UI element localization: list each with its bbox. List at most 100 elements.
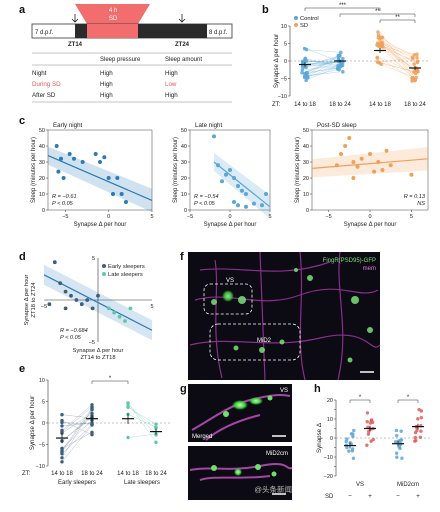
- significance-marker: ***: [339, 3, 347, 9]
- x-tick-label: 14 to 18: [294, 102, 316, 108]
- data-point: [376, 33, 381, 37]
- y-tick-label: 40: [39, 144, 45, 150]
- data-point: [376, 160, 381, 164]
- data-point: [351, 432, 355, 436]
- data-point: [240, 188, 244, 193]
- paired-line: [61, 422, 93, 427]
- data-point: [351, 160, 356, 164]
- y-tick-label: −5: [281, 77, 287, 83]
- paired-line: [304, 71, 341, 77]
- paired-line: [304, 61, 341, 68]
- data-point: [336, 57, 341, 61]
- y-axis-label: Synapse Δ per hour: [24, 274, 30, 325]
- data-point: [395, 455, 399, 459]
- significance-bracket: [397, 399, 419, 403]
- sd-row-value: −: [348, 493, 352, 500]
- regression-line: [311, 158, 429, 169]
- chart-e: −10 −5 0 5 10 Synapse Δ per hour ZT: 14 to 18 18…: [22, 376, 170, 486]
- data-point: [60, 452, 64, 456]
- x-tick-label: 18 to 24: [81, 471, 103, 477]
- stat-label: P < 0.05: [52, 201, 74, 207]
- y-axis-label: Synapse Δ: [316, 423, 323, 453]
- paired-line: [379, 57, 416, 74]
- paired-line: [61, 432, 93, 449]
- panel-letter-f: f: [180, 251, 184, 263]
- x-tick-label: 0: [228, 214, 231, 220]
- x-axis-label: ZT14 to ZT18: [80, 355, 115, 361]
- panel-letters: a b c d e f g h: [19, 4, 321, 395]
- y-axis-label: ZT18 to ZT24: [31, 282, 37, 318]
- paired-line: [304, 65, 341, 79]
- paired-line: [304, 61, 341, 67]
- data-point: [154, 425, 158, 429]
- x-tick-label: 18 to 24: [145, 471, 167, 477]
- significance-marker: **: [375, 9, 380, 15]
- data-point: [355, 164, 360, 169]
- paired-line: [127, 402, 157, 443]
- y-tick-label: 50: [181, 128, 187, 134]
- data-point: [398, 446, 402, 451]
- data-point-early: [90, 306, 95, 311]
- data-point: [60, 418, 64, 423]
- table-row-amount: Low: [165, 81, 177, 88]
- data-point: [106, 176, 111, 180]
- confidence-band: [48, 146, 152, 213]
- data-point: [124, 200, 128, 204]
- data-point: [419, 415, 424, 420]
- paired-line: [127, 403, 157, 436]
- paired-line: [379, 46, 416, 81]
- legend-mem: mem: [363, 266, 376, 272]
- data-point: [304, 72, 308, 77]
- stat-label: R = 0.13: [404, 194, 426, 200]
- data-point: [380, 42, 385, 46]
- sd-box-line2: SD: [109, 16, 118, 22]
- data-point: [98, 160, 102, 164]
- legend-swatch: [102, 272, 106, 276]
- data-point: [365, 443, 369, 447]
- table-rows: Night High High During SD High Low After SD Hig…: [32, 70, 232, 103]
- arrow-zt14-icon: [71, 14, 79, 23]
- sd-funnel: [75, 4, 150, 24]
- x-axis-label: Synapse Δ per hour: [74, 222, 127, 228]
- paired-line: [304, 62, 341, 65]
- g-label-vs: VS: [280, 388, 288, 394]
- paired-line: [61, 404, 93, 431]
- data-point: [300, 59, 305, 64]
- zt-prefix: ZT:: [22, 471, 31, 477]
- micrograph-g-mid2-synapses: [211, 464, 277, 477]
- paired-line: [61, 415, 93, 442]
- watermark: @头条新闻: [254, 484, 292, 494]
- data-point: [59, 156, 63, 161]
- panel-a: 4 h SD 7 d.p.f. 8 d.p.f. ZT14 ZT24 Sleep…: [31, 4, 233, 103]
- y-axis-label: Synapse Δ per hour: [273, 34, 280, 88]
- x-tick-label: −5: [62, 214, 68, 220]
- y-tick-label: 10: [281, 24, 287, 30]
- data-point-late: [112, 310, 117, 315]
- data-point: [378, 61, 382, 65]
- data-point: [399, 429, 403, 433]
- data-point: [352, 428, 356, 433]
- data-point: [56, 169, 61, 174]
- y-tick-label: 5: [42, 400, 45, 406]
- y-tick-label: 5: [284, 42, 287, 48]
- zt24-label: ZT24: [175, 42, 190, 48]
- stat-label: R = −0.61: [52, 194, 77, 200]
- data-point: [344, 439, 348, 444]
- paired-line: [61, 420, 93, 435]
- confidence-band: [214, 153, 270, 219]
- y-tick-label: 0: [284, 59, 287, 65]
- data-point: [351, 434, 355, 439]
- data-point: [216, 163, 220, 168]
- data-point: [60, 424, 64, 428]
- data-point: [305, 75, 310, 80]
- data-point: [93, 152, 98, 156]
- chart-title: Late night: [195, 122, 222, 129]
- y-tick-label: 10: [303, 192, 309, 198]
- data-point: [102, 155, 107, 160]
- x-tick-label: 0: [368, 214, 371, 220]
- x-tick-label: 14 to 18: [369, 102, 391, 108]
- data-point-early: [96, 293, 100, 298]
- paired-line: [379, 38, 416, 80]
